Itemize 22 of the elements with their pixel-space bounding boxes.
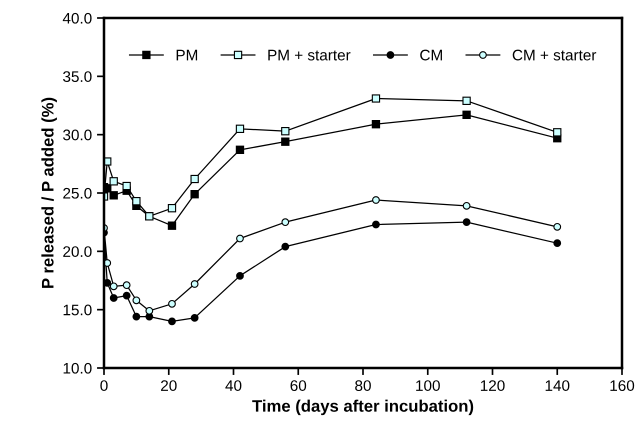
x-axis-title: Time (days after incubation) <box>252 400 474 416</box>
y-tick-label: 35.0 <box>63 71 92 82</box>
x-tick-label: 80 <box>355 380 371 392</box>
y-tick-label: 20.0 <box>63 246 92 258</box>
y-tick-label: 40.0 <box>62 12 92 24</box>
legend-label: PM <box>176 50 198 60</box>
legend-label: CM <box>420 50 442 60</box>
y-axis-title: P released / P added (%) <box>41 98 57 288</box>
x-tick-label: 100 <box>416 380 440 392</box>
x-tick-label: 160 <box>610 380 634 392</box>
legend-label: CM + starter <box>512 50 596 60</box>
x-tick-label: 60 <box>290 380 306 392</box>
x-tick-label: 140 <box>546 380 570 392</box>
x-tick-label: 20 <box>161 380 177 392</box>
y-tick-label: 15.0 <box>64 304 92 316</box>
y-tick-label: 10.0 <box>64 362 92 374</box>
x-tick-label: 40 <box>225 380 242 392</box>
x-tick-label: 0 <box>100 380 108 392</box>
legend-label: PM + starter <box>268 50 350 60</box>
y-tick-label: 25.0 <box>63 188 92 199</box>
y-tick-label: 30.0 <box>63 130 92 140</box>
x-tick-label: 120 <box>480 380 505 392</box>
